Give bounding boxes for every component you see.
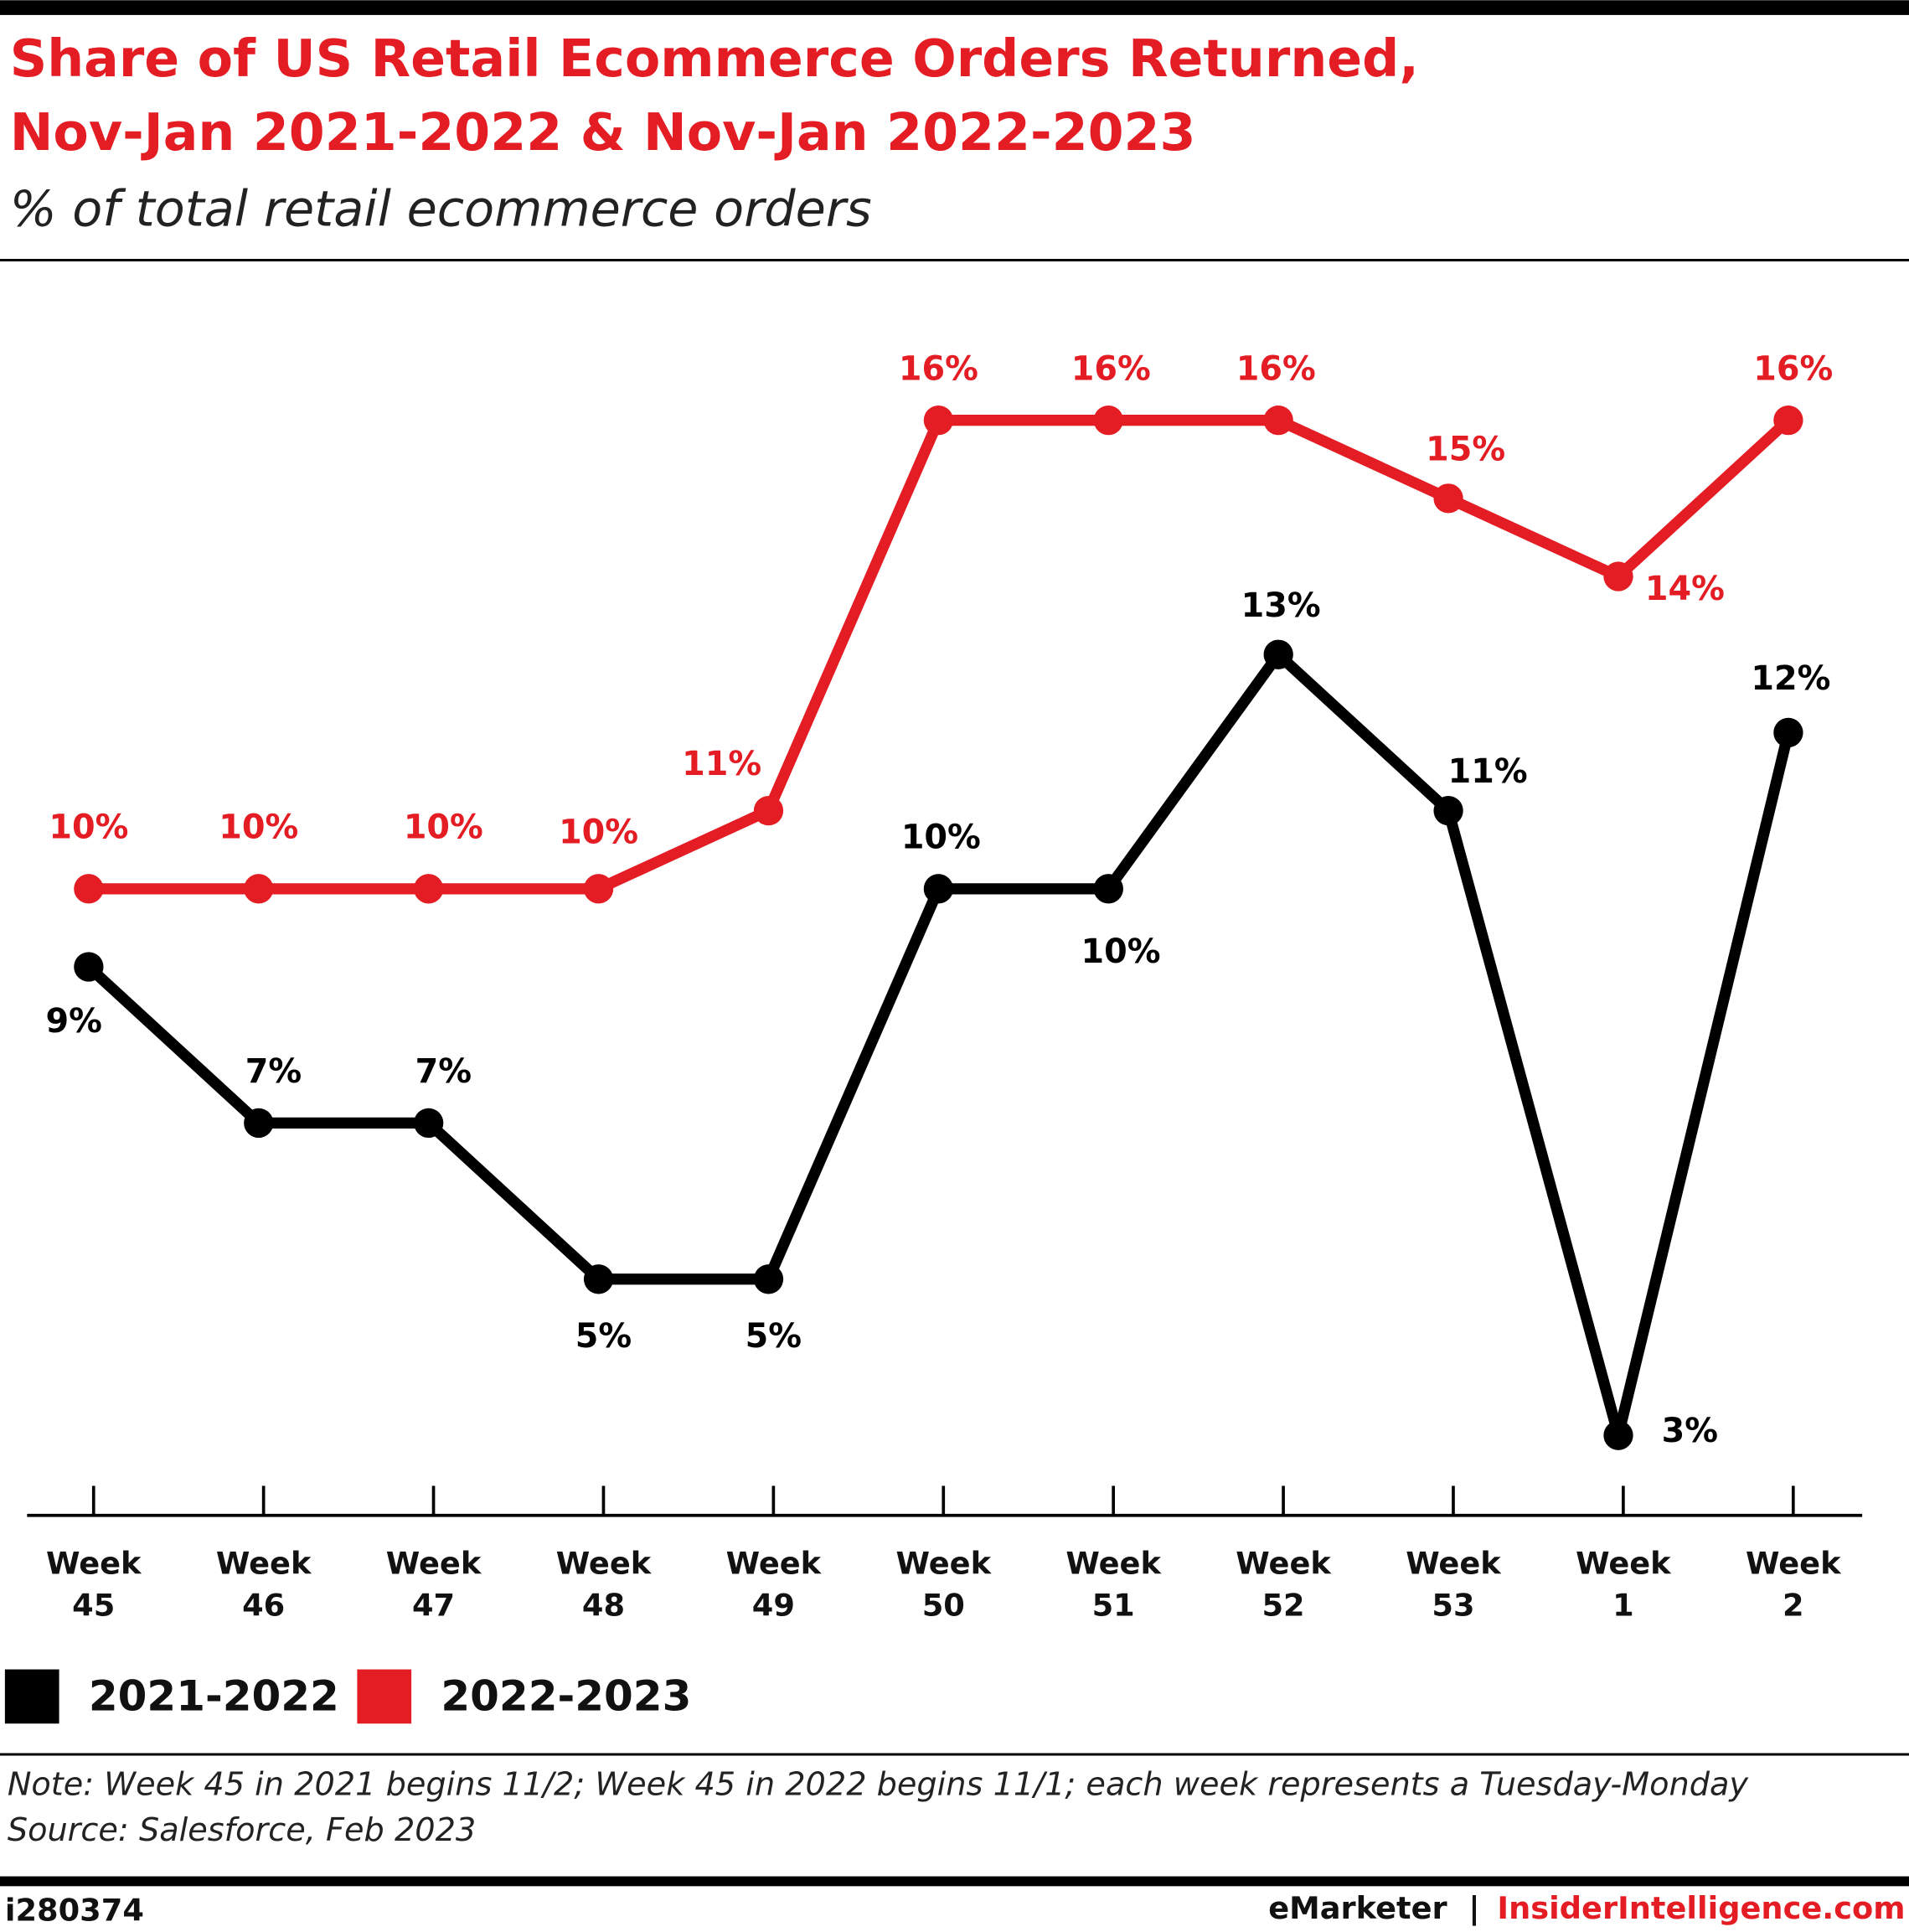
- legend-label: 2022-2023: [441, 1671, 691, 1720]
- series-line: [85, 648, 1794, 1441]
- legend-swatch: [357, 1669, 412, 1724]
- data-label: 15%: [1426, 430, 1505, 468]
- chart-title: Share of US Retail Ecommerce Orders Retu…: [10, 28, 1419, 89]
- data-point: [1433, 795, 1463, 826]
- x-tick-label: Week 51: [1065, 1545, 1162, 1623]
- chart-id: i280374: [5, 1893, 144, 1929]
- data-label: 7%: [415, 1052, 472, 1091]
- data-point: [74, 874, 104, 904]
- source: Source: Salesforce, Feb 2023: [8, 1812, 476, 1849]
- data-label: 7%: [245, 1052, 302, 1091]
- x-tick-label: Week 49: [726, 1545, 823, 1623]
- chart-subtitle: % of total retail ecommerce orders: [10, 179, 872, 237]
- legend-swatch: [4, 1669, 59, 1724]
- x-tick-label: Week 50: [896, 1545, 993, 1623]
- data-label: 10%: [219, 808, 298, 847]
- data-label: 10%: [559, 814, 638, 852]
- data-label: 5%: [746, 1317, 802, 1356]
- data-label: 11%: [682, 745, 761, 783]
- data-point: [923, 406, 954, 436]
- bottom-rule: [0, 1876, 1909, 1887]
- x-tick-label: Week 1: [1576, 1545, 1672, 1623]
- data-point: [1263, 639, 1293, 669]
- legend-label: 2021-2022: [89, 1671, 339, 1720]
- data-label: 13%: [1241, 586, 1321, 625]
- footer-brand: eMarketer: [1268, 1890, 1447, 1926]
- data-point: [1773, 717, 1803, 748]
- chart-title: Nov-Jan 2021-2022 & Nov-Jan 2022-2023: [10, 102, 1196, 163]
- data-point: [244, 1108, 274, 1139]
- x-tick-label: Week 46: [216, 1545, 312, 1623]
- data-point: [414, 1108, 444, 1139]
- footer-site: InsiderIntelligence.com: [1497, 1890, 1905, 1926]
- data-label: 10%: [49, 808, 128, 847]
- data-label: 16%: [1071, 349, 1151, 388]
- data-label: 5%: [575, 1317, 632, 1356]
- data-point: [753, 795, 784, 826]
- x-tick-label: Week 2: [1746, 1545, 1842, 1623]
- data-point: [583, 874, 614, 904]
- x-tick-label: Week 52: [1236, 1545, 1332, 1623]
- data-point: [1263, 406, 1293, 436]
- data-label: 9%: [46, 1002, 102, 1041]
- data-point: [414, 874, 444, 904]
- data-label: 16%: [1236, 349, 1316, 388]
- data-point: [1603, 1420, 1633, 1450]
- data-point: [1773, 406, 1803, 436]
- x-tick-label: Week 53: [1406, 1545, 1502, 1623]
- data-point: [583, 1264, 614, 1294]
- data-label: 3%: [1662, 1412, 1718, 1450]
- footer-separator: |: [1468, 1890, 1479, 1926]
- data-label: 10%: [404, 808, 483, 847]
- data-label: 16%: [1753, 349, 1833, 388]
- data-label: 12%: [1751, 659, 1830, 698]
- data-point: [1093, 874, 1123, 904]
- data-point: [74, 952, 104, 982]
- data-label: 16%: [899, 349, 978, 388]
- x-tick-label: Week 45: [46, 1545, 142, 1623]
- x-tick-label: Week 47: [386, 1545, 482, 1623]
- data-point: [1093, 406, 1123, 436]
- data-label: 10%: [901, 819, 981, 857]
- data-label: 11%: [1448, 752, 1528, 791]
- data-label: 14%: [1645, 570, 1725, 608]
- note: Note: Week 45 in 2021 begins 11/2; Week …: [8, 1767, 1750, 1804]
- top-rule: [0, 0, 1909, 15]
- data-point: [244, 874, 274, 904]
- data-point: [923, 874, 954, 904]
- data-point: [1603, 561, 1633, 591]
- data-point: [1433, 483, 1463, 514]
- data-point: [753, 1264, 784, 1294]
- data-label: 10%: [1081, 932, 1160, 971]
- x-tick-label: Week 48: [556, 1545, 653, 1623]
